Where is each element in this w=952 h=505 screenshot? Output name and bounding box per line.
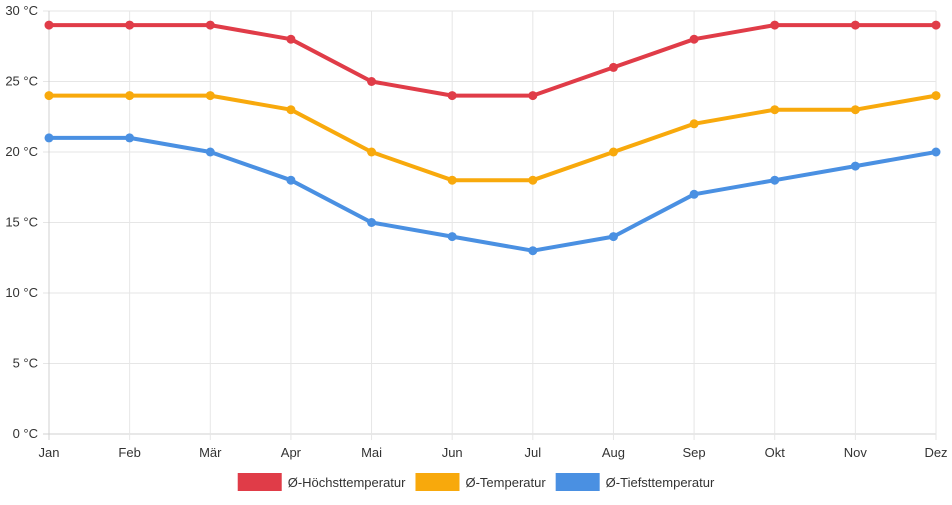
data-point: [367, 147, 377, 157]
y-tick-label: 10 °C: [5, 285, 38, 300]
x-tick-label: Apr: [281, 445, 302, 460]
data-point: [205, 91, 215, 101]
series-line-3: [47, 135, 938, 253]
y-tick-label: 15 °C: [5, 215, 38, 230]
data-point: [850, 20, 860, 30]
x-tick-label: Mai: [361, 445, 382, 460]
legend-label: Ø-Höchsttemperatur: [288, 475, 406, 490]
legend-swatch: [237, 473, 282, 491]
data-point: [125, 91, 135, 101]
data-point: [447, 175, 457, 185]
data-point: [286, 175, 296, 185]
x-tick-label: Dez: [924, 445, 947, 460]
data-point: [850, 161, 860, 171]
series-line-1: [47, 23, 938, 98]
data-point: [850, 105, 860, 115]
y-tick-label: 25 °C: [5, 74, 38, 89]
x-tick-label: Mär: [199, 445, 222, 460]
data-point: [286, 105, 296, 115]
data-point: [44, 91, 54, 101]
x-tick-label: Sep: [683, 445, 706, 460]
data-point: [286, 34, 296, 44]
data-point: [528, 175, 538, 185]
x-tick-label: Nov: [844, 445, 868, 460]
series-lines: [44, 20, 941, 256]
y-tick-label: 5 °C: [13, 356, 38, 371]
x-tick-label: Aug: [602, 445, 625, 460]
data-point: [689, 119, 699, 129]
data-point: [447, 232, 457, 242]
legend: Ø-Höchsttemperatur Ø-Temperatur Ø-Tiefstte…: [237, 473, 715, 491]
data-point: [770, 175, 780, 185]
legend-label: Ø-Temperatur: [465, 475, 546, 490]
y-tick-label: 0 °C: [13, 426, 38, 441]
series-line-2: [47, 93, 938, 183]
data-point: [770, 20, 780, 30]
x-tick-label: Okt: [765, 445, 786, 460]
data-point: [931, 20, 941, 30]
x-tick-label: Jun: [442, 445, 463, 460]
legend-swatch: [555, 473, 600, 491]
y-axis: 0 °C 5 °C 10 °C 15 °C 20 °C 25 °C 30 °C: [5, 3, 38, 441]
x-tick-label: Jan: [39, 445, 60, 460]
data-point: [689, 189, 699, 199]
data-point: [125, 20, 135, 30]
data-point: [528, 91, 538, 101]
x-axis: Jan Feb Mär Apr Mai Jun Jul Aug Sep Okt Nov Dez: [39, 445, 948, 460]
y-tick-label: 30 °C: [5, 3, 38, 18]
data-point: [205, 147, 215, 157]
data-point: [931, 91, 941, 101]
data-point: [367, 218, 377, 227]
data-point: [447, 91, 457, 101]
data-point: [44, 20, 54, 30]
data-point: [931, 147, 941, 157]
data-point: [770, 105, 780, 115]
data-point: [205, 20, 215, 30]
data-point: [125, 133, 135, 143]
x-tick-label: Feb: [118, 445, 140, 460]
data-point: [608, 147, 618, 157]
y-tick-label: 20 °C: [5, 144, 38, 159]
data-point: [528, 246, 538, 256]
legend-label: Ø-Tiefsttemperatur: [606, 475, 715, 490]
data-point: [689, 34, 699, 44]
data-point: [608, 232, 618, 242]
x-tick-label: Jul: [525, 445, 542, 460]
grid-lines: [43, 10, 937, 440]
data-point: [44, 133, 54, 143]
data-point: [608, 62, 618, 72]
legend-swatch: [415, 473, 460, 491]
data-point: [367, 77, 377, 86]
